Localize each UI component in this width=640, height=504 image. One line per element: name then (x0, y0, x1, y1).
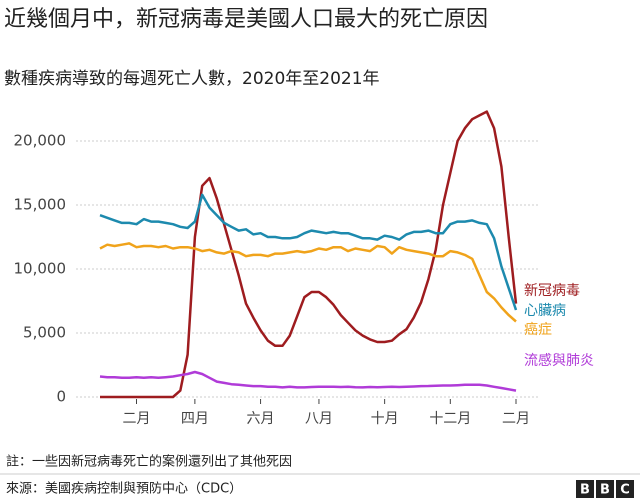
x-tick-label: 二月 (122, 411, 150, 427)
bbc-logo: B B C (576, 480, 634, 498)
chart-subtitle: 數種疾病導致的每週死亡人數，2020年至2021年 (4, 69, 380, 89)
series-line (99, 242, 517, 323)
series-label: 心臟病 (524, 303, 566, 319)
x-tick-label: 四月 (181, 411, 209, 427)
y-tick-label: 10,000 (14, 260, 67, 278)
logo-box (576, 480, 594, 498)
chart-title: 近幾個月中，新冠病毒是美國人口最大的死亡原因 (4, 7, 488, 32)
logo-box (616, 480, 634, 498)
y-tick-label: 20,000 (14, 132, 67, 150)
x-tick-label: 十二月 (429, 411, 471, 427)
y-tick-label: 5,000 (23, 324, 66, 342)
x-tick-label: 二月 (502, 411, 530, 427)
x-tick-label: 八月 (305, 411, 333, 427)
note: 註：一些因新冠病毒死亡的案例還列出了其他死因 (6, 454, 292, 470)
x-tick-label: 十月 (371, 411, 399, 427)
series-line (99, 370, 517, 392)
y-tick-label: 15,000 (14, 196, 67, 214)
source: 來源：美國疾病控制與預防中心（CDC） (6, 481, 242, 497)
series-label: 流感與肺炎 (524, 352, 594, 369)
logo-letter: B (580, 483, 590, 498)
series-label: 癌症 (524, 322, 552, 338)
logo-letter: B (600, 483, 610, 498)
logo-letter: C (620, 483, 630, 498)
y-tick-label: 0 (56, 388, 66, 406)
x-tick-label: 六月 (247, 411, 275, 427)
logo-box (596, 480, 614, 498)
series-line (100, 110, 518, 399)
series-line (99, 193, 518, 311)
series-label: 新冠病毒 (524, 283, 580, 299)
